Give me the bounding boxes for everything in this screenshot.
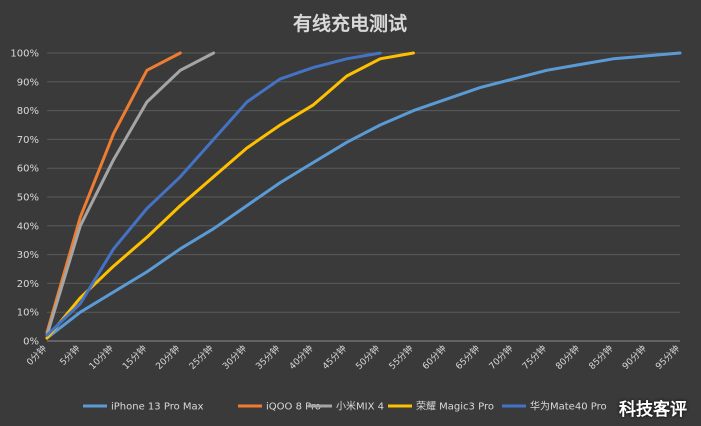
y-tick-label: 50% — [17, 193, 39, 204]
series-line-4 — [45, 51, 382, 337]
legend-label: 小米MIX 4 — [336, 400, 384, 413]
series-line-3 — [45, 51, 415, 340]
series-line-1 — [45, 51, 182, 334]
x-tick-label: 15分钟 — [120, 343, 149, 372]
x-tick-label: 25分钟 — [186, 343, 215, 372]
x-tick-label: 70分钟 — [486, 343, 515, 372]
x-tick-label: 55分钟 — [386, 343, 415, 372]
x-tick-label: 50分钟 — [353, 343, 382, 372]
y-tick-label: 90% — [17, 77, 39, 88]
y-tick-label: 40% — [17, 221, 39, 232]
x-tick-label: 40分钟 — [286, 343, 315, 372]
x-tick-label: 30分钟 — [220, 343, 249, 372]
x-tick-label: 20分钟 — [153, 343, 182, 372]
x-tick-label: 80分钟 — [553, 343, 582, 372]
y-tick-label: 30% — [17, 250, 39, 261]
x-tick-label: 5分钟 — [57, 343, 82, 368]
y-tick-label: 70% — [17, 135, 39, 146]
watermark-logo-text: 科技客评 — [619, 400, 687, 420]
legend-label: 华为Mate40 Pro — [530, 400, 607, 413]
y-tick-label: 0% — [23, 337, 39, 348]
x-tick-label: 85分钟 — [586, 343, 615, 372]
x-tick-label: 45分钟 — [320, 343, 349, 372]
x-tick-label: 75分钟 — [520, 343, 549, 372]
y-tick-label: 10% — [17, 308, 39, 319]
series-line-2 — [45, 51, 216, 337]
y-tick-label: 20% — [17, 279, 39, 290]
legend-label: iPhone 13 Pro Max — [111, 402, 204, 413]
x-tick-label: 10分钟 — [86, 343, 115, 372]
legend-label: 荣耀 Magic3 Pro — [416, 401, 494, 413]
legend-label: iQOO 8 Pro — [266, 402, 321, 413]
x-tick-label: 90分钟 — [619, 343, 648, 372]
y-tick-label: 60% — [17, 164, 39, 175]
x-tick-label: 60分钟 — [420, 343, 449, 372]
x-tick-label: 65分钟 — [453, 343, 482, 372]
y-tick-label: 80% — [17, 106, 39, 117]
x-tick-label: 35分钟 — [253, 343, 282, 372]
series-line-0 — [45, 51, 682, 340]
y-tick-label: 100% — [10, 49, 39, 60]
chart-title: 有线充电测试 — [293, 12, 407, 35]
x-tick-label: 95分钟 — [653, 343, 682, 372]
